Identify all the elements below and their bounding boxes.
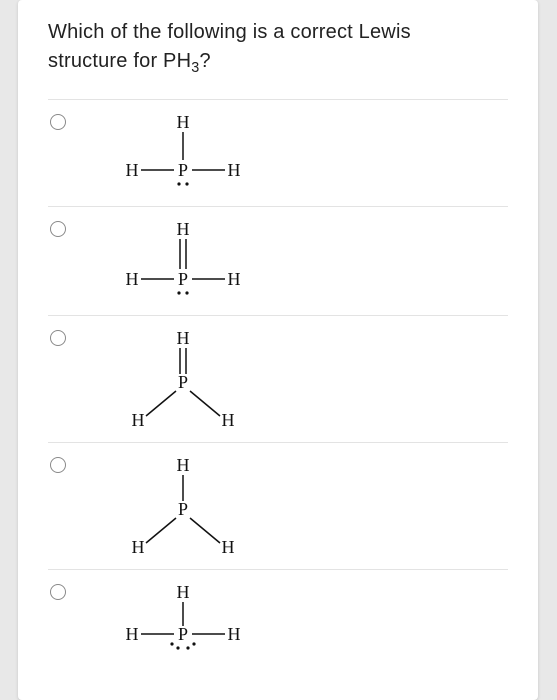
structure-cell: P H H H bbox=[88, 453, 508, 561]
lewis-struct-2: P H H H bbox=[88, 217, 288, 307]
lewis-struct-4: P H H H bbox=[88, 453, 288, 561]
question-card: Which of the following is a correct Lewi… bbox=[18, 0, 538, 700]
atom-h: H bbox=[222, 537, 235, 557]
bond bbox=[190, 391, 220, 416]
atom-h: H bbox=[132, 537, 145, 557]
radio-cell bbox=[48, 580, 88, 605]
atom-h: H bbox=[177, 328, 190, 348]
atom-h: H bbox=[228, 269, 241, 289]
lewis-struct-3: P H H H bbox=[88, 326, 288, 434]
atom-p: P bbox=[178, 499, 188, 519]
option-row[interactable]: P H H H bbox=[48, 99, 508, 206]
bond bbox=[146, 391, 176, 416]
lone-pair-dot bbox=[186, 646, 189, 649]
radio-input[interactable] bbox=[50, 330, 66, 346]
atom-h: H bbox=[177, 112, 190, 132]
atom-p: P bbox=[178, 624, 188, 644]
lone-pair-dot bbox=[176, 646, 179, 649]
radio-input[interactable] bbox=[50, 457, 66, 473]
option-row[interactable]: P H H H bbox=[48, 206, 508, 315]
lone-pair-dot bbox=[185, 182, 188, 185]
lone-pair-dot bbox=[177, 182, 180, 185]
atom-p: P bbox=[178, 160, 188, 180]
bond bbox=[146, 518, 176, 543]
atom-h: H bbox=[177, 455, 190, 475]
structure-cell: P H H H bbox=[88, 326, 508, 434]
option-row[interactable]: P H H H bbox=[48, 315, 508, 442]
atom-h: H bbox=[177, 219, 190, 239]
lone-pair-dot bbox=[185, 291, 188, 294]
radio-input[interactable] bbox=[50, 114, 66, 130]
atom-p: P bbox=[178, 269, 188, 289]
radio-cell bbox=[48, 326, 88, 351]
question-line1: Which of the following is a correct Lewi… bbox=[48, 21, 411, 43]
lone-pair-dot bbox=[170, 642, 173, 645]
question-line2-prefix: structure for PH bbox=[48, 50, 191, 72]
question-text: Which of the following is a correct Lewi… bbox=[48, 18, 508, 79]
radio-input[interactable] bbox=[50, 584, 66, 600]
lewis-struct-1: P H H H bbox=[88, 110, 288, 198]
option-row[interactable]: P H H H bbox=[48, 442, 508, 569]
bond bbox=[190, 518, 220, 543]
atom-h: H bbox=[228, 160, 241, 180]
atom-h: H bbox=[177, 582, 190, 602]
radio-cell bbox=[48, 453, 88, 478]
radio-cell bbox=[48, 217, 88, 242]
atom-h: H bbox=[126, 160, 139, 180]
atom-p: P bbox=[178, 372, 188, 392]
lone-pair-dot bbox=[192, 642, 195, 645]
radio-cell bbox=[48, 110, 88, 135]
option-row[interactable]: P H H H bbox=[48, 569, 508, 670]
options-list: P H H H bbox=[48, 99, 508, 670]
lewis-struct-5: P H H H bbox=[88, 580, 288, 662]
question-line2-suffix: ? bbox=[199, 50, 210, 72]
atom-h: H bbox=[126, 269, 139, 289]
atom-h: H bbox=[228, 624, 241, 644]
atom-h: H bbox=[132, 410, 145, 430]
structure-cell: P H H H bbox=[88, 110, 508, 198]
atom-h: H bbox=[222, 410, 235, 430]
atom-h: H bbox=[126, 624, 139, 644]
structure-cell: P H H H bbox=[88, 580, 508, 662]
radio-input[interactable] bbox=[50, 221, 66, 237]
lone-pair-dot bbox=[177, 291, 180, 294]
structure-cell: P H H H bbox=[88, 217, 508, 307]
